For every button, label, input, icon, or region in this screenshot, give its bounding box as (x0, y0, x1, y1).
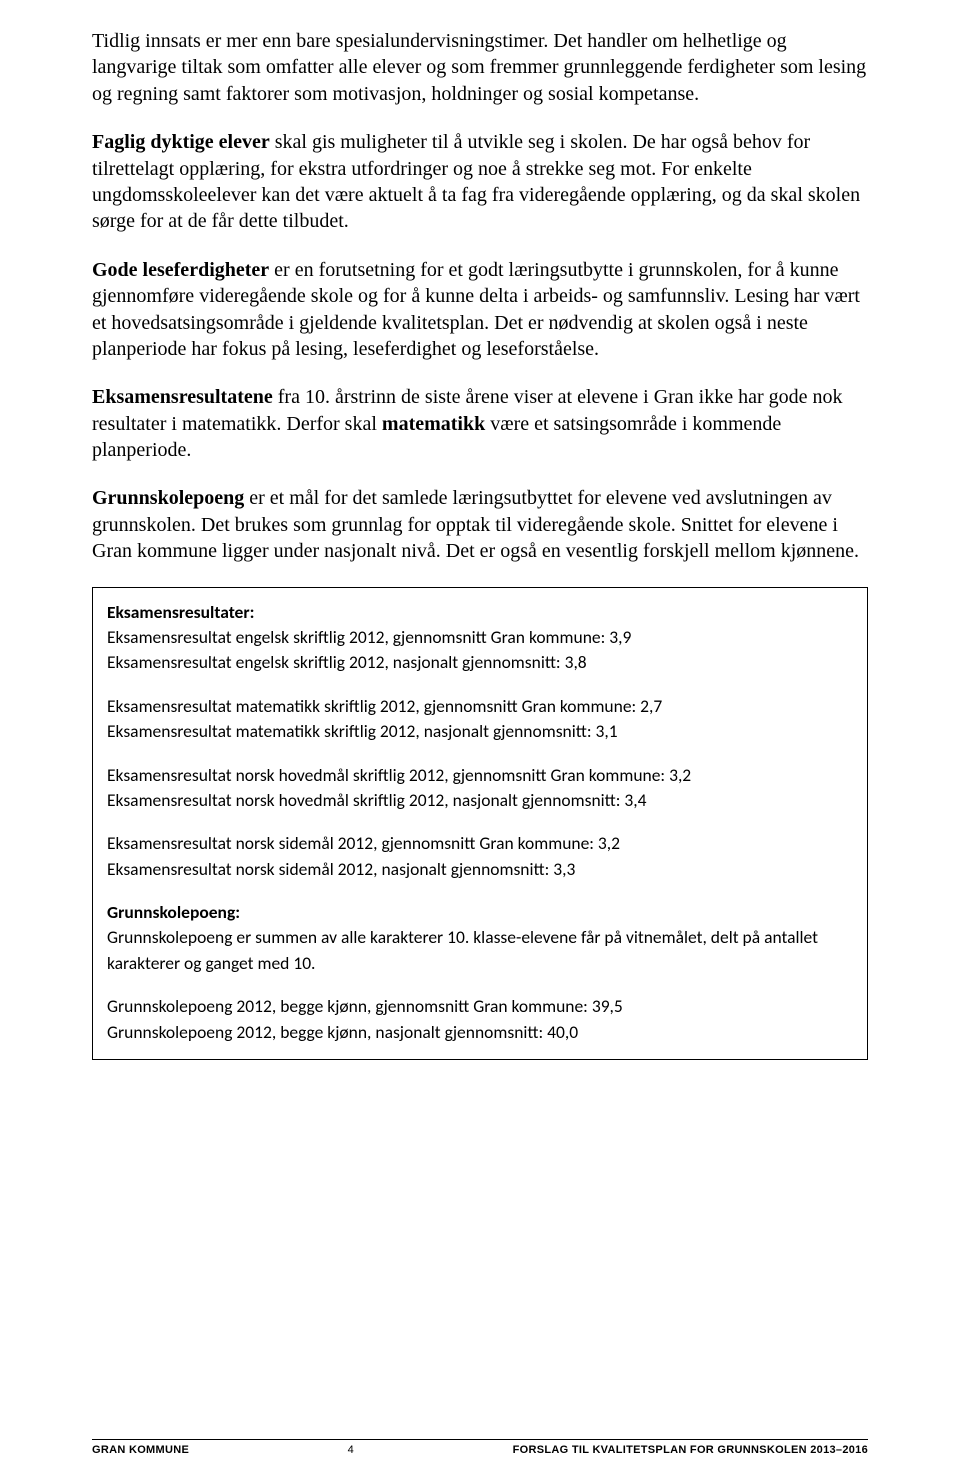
grunnskolepoeng-definition: Grunnskolepoeng er summen av alle karakt… (107, 925, 853, 976)
footer-page-number: 4 (348, 1444, 354, 1456)
group-grunnskolepoeng-values: Grunnskolepoeng 2012, begge kjønn, gjenn… (107, 994, 853, 1045)
result-sidemal-nasjonal: Eksamensresultat norsk sidemål 2012, nas… (107, 857, 853, 882)
box-heading-eksamen: Eksamensresultater: Eksamensresultat eng… (107, 600, 853, 676)
grunnskolepoeng-nasjonal: Grunnskolepoeng 2012, begge kjønn, nasjo… (107, 1020, 853, 1045)
group-grunnskolepoeng-heading: Grunnskolepoeng: Grunnskolepoeng er summ… (107, 900, 853, 976)
result-matematikk-nasjonal: Eksamensresultat matematikk skriftlig 20… (107, 719, 853, 744)
group-matematikk: Eksamensresultat matematikk skriftlig 20… (107, 694, 853, 745)
footer-left: GRAN KOMMUNE (92, 1444, 189, 1456)
result-hovedmal-gran: Eksamensresultat norsk hovedmål skriftli… (107, 763, 853, 788)
paragraph-intro: Tidlig innsats er mer enn bare spesialun… (92, 28, 868, 107)
result-hovedmal-nasjonal: Eksamensresultat norsk hovedmål skriftli… (107, 788, 853, 813)
page-footer: GRAN KOMMUNE 4 FORSLAG TIL KVALITETSPLAN… (92, 1439, 868, 1456)
lead-eksamen: Eksamensresultatene (92, 386, 273, 408)
paragraph-eksamen: Eksamensresultatene fra 10. årstrinn de … (92, 384, 868, 463)
result-sidemal-gran: Eksamensresultat norsk sidemål 2012, gje… (107, 831, 853, 856)
heading-eksamensresultater: Eksamensresultater: (107, 600, 853, 625)
bold-matematikk: matematikk (382, 413, 485, 435)
group-hovedmal: Eksamensresultat norsk hovedmål skriftli… (107, 763, 853, 814)
document-page: Tidlig innsats er mer enn bare spesialun… (0, 0, 960, 1474)
group-sidemal: Eksamensresultat norsk sidemål 2012, gje… (107, 831, 853, 882)
grunnskolepoeng-gran: Grunnskolepoeng 2012, begge kjønn, gjenn… (107, 994, 853, 1019)
paragraph-grunnskolepoeng: Grunnskolepoeng er et mål for det samled… (92, 485, 868, 564)
paragraph-faglig: Faglig dyktige elever skal gis mulighete… (92, 129, 868, 235)
results-box: Eksamensresultater: Eksamensresultat eng… (92, 587, 868, 1060)
footer-right: FORSLAG TIL KVALITETSPLAN FOR GRUNNSKOLE… (513, 1444, 868, 1456)
result-engelsk-nasjonal: Eksamensresultat engelsk skriftlig 2012,… (107, 650, 853, 675)
lead-lese: Gode leseferdigheter (92, 259, 269, 281)
result-matematikk-gran: Eksamensresultat matematikk skriftlig 20… (107, 694, 853, 719)
heading-grunnskolepoeng: Grunnskolepoeng: (107, 900, 853, 925)
body-text: Tidlig innsats er mer enn bare spesialun… (92, 28, 868, 565)
lead-grunnskolepoeng: Grunnskolepoeng (92, 487, 244, 509)
result-engelsk-gran: Eksamensresultat engelsk skriftlig 2012,… (107, 625, 853, 650)
lead-faglig: Faglig dyktige elever (92, 131, 270, 153)
paragraph-lese: Gode leseferdigheter er en forutsetning … (92, 257, 868, 363)
